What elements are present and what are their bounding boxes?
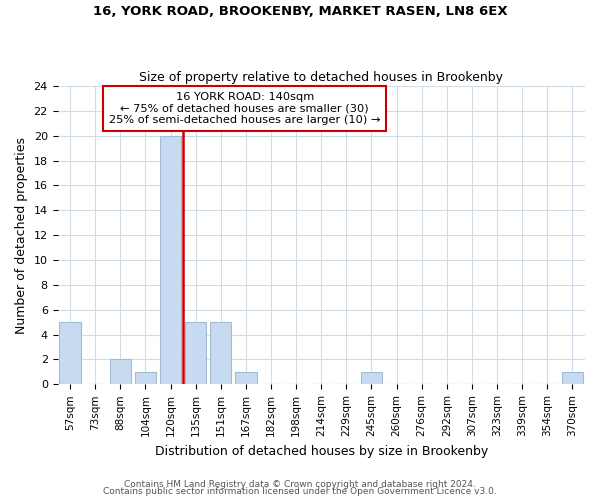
Title: Size of property relative to detached houses in Brookenby: Size of property relative to detached ho… <box>139 70 503 84</box>
Bar <box>210 322 232 384</box>
Bar <box>110 360 131 384</box>
X-axis label: Distribution of detached houses by size in Brookenby: Distribution of detached houses by size … <box>155 444 488 458</box>
Bar <box>185 322 206 384</box>
Bar <box>235 372 257 384</box>
Text: Contains HM Land Registry data © Crown copyright and database right 2024.: Contains HM Land Registry data © Crown c… <box>124 480 476 489</box>
Bar <box>562 372 583 384</box>
Bar <box>361 372 382 384</box>
Bar <box>135 372 156 384</box>
Y-axis label: Number of detached properties: Number of detached properties <box>15 136 28 334</box>
Text: 16 YORK ROAD: 140sqm
← 75% of detached houses are smaller (30)
25% of semi-detac: 16 YORK ROAD: 140sqm ← 75% of detached h… <box>109 92 380 125</box>
Text: 16, YORK ROAD, BROOKENBY, MARKET RASEN, LN8 6EX: 16, YORK ROAD, BROOKENBY, MARKET RASEN, … <box>92 5 508 18</box>
Bar <box>160 136 181 384</box>
Text: Contains public sector information licensed under the Open Government Licence v3: Contains public sector information licen… <box>103 487 497 496</box>
Bar <box>59 322 81 384</box>
